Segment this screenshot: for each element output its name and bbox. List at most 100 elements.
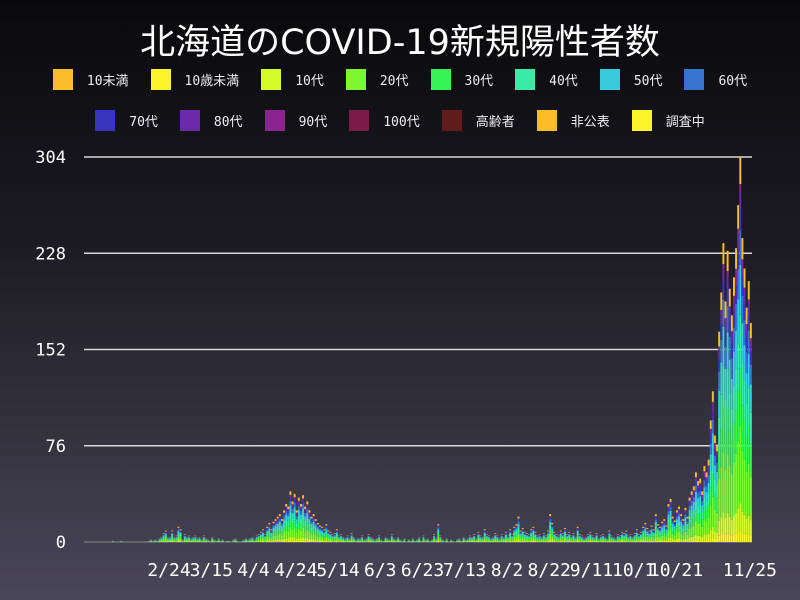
bar-segment: [566, 534, 569, 535]
bar-segment: [285, 530, 288, 539]
bar-segment: [697, 535, 700, 541]
bar-segment: [711, 433, 714, 454]
bar-segment: [566, 539, 569, 542]
bar-segment: [570, 539, 573, 541]
bar-segment: [614, 539, 617, 541]
bar-segment: [669, 511, 672, 517]
legend-item: 40代: [515, 69, 578, 90]
bar-segment: [266, 531, 269, 534]
bar-segment: [623, 533, 626, 534]
bar-segment: [276, 527, 279, 531]
bar-segment: [361, 538, 364, 540]
bar-segment: [177, 540, 180, 542]
bar-segment: [335, 536, 338, 539]
bar-segment: [688, 540, 691, 542]
bar-segment: [621, 540, 623, 542]
bar-segment: [306, 518, 309, 524]
bar-segment: [278, 529, 281, 534]
bar-segment: [289, 494, 292, 496]
x-tick-label: 4/24: [274, 560, 317, 581]
bar-segment: [646, 540, 649, 542]
bar-segment: [183, 534, 186, 535]
bar-segment: [707, 475, 710, 483]
bar-segment: [551, 530, 554, 534]
bar-segment: [179, 530, 182, 532]
bar-segment: [599, 540, 602, 542]
bar-segment: [299, 540, 302, 542]
bar-segment: [724, 433, 727, 470]
bar-segment: [739, 530, 742, 542]
bar-segment: [652, 530, 655, 532]
bar-segment: [261, 530, 264, 532]
bar-segment: [297, 515, 300, 523]
bar-segment: [523, 534, 526, 537]
bar-segment: [154, 541, 157, 542]
bar-segment: [551, 528, 554, 531]
bar-segment: [264, 541, 267, 542]
bar-segment: [310, 534, 313, 540]
bar-segment: [646, 531, 649, 534]
bar-segment: [500, 539, 503, 542]
bar-segment: [623, 535, 626, 537]
bar-segment: [631, 540, 634, 542]
bar-segment: [485, 538, 488, 540]
bar-segment: [462, 539, 465, 541]
bar-segment: [164, 530, 167, 532]
y-tick-label: 152: [35, 341, 66, 361]
bar-segment: [669, 502, 672, 505]
bar-segment: [479, 537, 482, 539]
bar-segment: [608, 536, 611, 539]
bar-segment: [350, 538, 353, 540]
bar-segment: [591, 540, 594, 542]
bar-segment: [654, 514, 657, 517]
bar-segment: [519, 536, 522, 539]
bar-segment: [741, 511, 744, 533]
bar-segment: [726, 512, 729, 534]
bar-segment: [667, 504, 670, 507]
bar-segment: [713, 443, 716, 446]
bar-segment: [352, 540, 355, 542]
bar-segment: [519, 538, 522, 541]
bar-segment: [644, 530, 647, 534]
bar-segment: [308, 523, 311, 528]
bar-segment: [202, 537, 205, 539]
bar-segment: [331, 541, 334, 542]
bar-segment: [283, 510, 286, 513]
bar-segment: [705, 535, 708, 540]
legend-item: 60代: [684, 69, 747, 90]
bar-segment: [251, 539, 254, 541]
bar-segment: [439, 538, 442, 540]
bar-segment: [272, 541, 275, 542]
bar-segment: [308, 532, 311, 539]
bar-segment: [268, 533, 271, 537]
bar-segment: [699, 486, 702, 491]
bar-segment: [722, 299, 725, 327]
x-tick-label: 11/25: [723, 560, 777, 581]
bar-segment: [637, 541, 640, 542]
bar-segment: [183, 539, 186, 542]
bar-segment: [319, 540, 321, 542]
bar-segment: [280, 531, 283, 536]
legend-label: 40代: [549, 74, 578, 89]
bar-segment: [325, 536, 328, 541]
bar-segment: [538, 536, 541, 538]
bar-segment: [709, 470, 712, 488]
bar-segment: [179, 532, 182, 535]
bar-segment: [724, 534, 727, 542]
legend-item: 100代: [349, 110, 420, 131]
bar-segment: [656, 525, 659, 527]
bar-segment: [376, 539, 378, 541]
bar-segment: [652, 529, 655, 531]
bar-segment: [249, 540, 252, 541]
legend-item: 高齢者: [441, 110, 515, 131]
bar-segment: [699, 496, 702, 505]
y-tick-label: 0: [56, 533, 66, 553]
bar-segment: [515, 531, 518, 535]
bar-segment: [549, 519, 552, 522]
bar-segment: [509, 531, 512, 533]
bar-segment: [346, 536, 349, 538]
bar-segment: [694, 539, 697, 542]
bar-segment: [595, 534, 598, 535]
bar-segment: [435, 539, 438, 541]
bar-segment: [697, 485, 700, 487]
